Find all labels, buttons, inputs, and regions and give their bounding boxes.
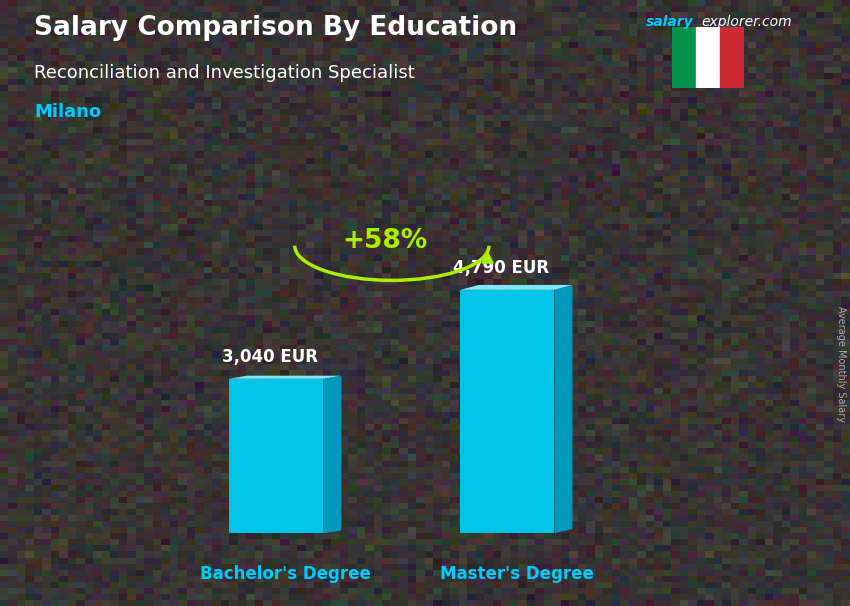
Text: 3,040 EUR: 3,040 EUR — [222, 348, 318, 366]
Text: Bachelor's Degree: Bachelor's Degree — [200, 565, 371, 583]
Text: 4,790 EUR: 4,790 EUR — [453, 259, 549, 277]
Text: Average Monthly Salary: Average Monthly Salary — [836, 305, 846, 422]
Text: Salary Comparison By Education: Salary Comparison By Education — [34, 15, 517, 41]
Polygon shape — [554, 285, 573, 533]
Text: Reconciliation and Investigation Specialist: Reconciliation and Investigation Special… — [34, 64, 415, 82]
Polygon shape — [461, 290, 554, 533]
Bar — [672, 27, 695, 88]
Polygon shape — [230, 379, 323, 533]
Text: salary: salary — [646, 15, 694, 29]
Bar — [720, 27, 744, 88]
Text: Master's Degree: Master's Degree — [439, 565, 593, 583]
Text: Milano: Milano — [34, 103, 101, 121]
Polygon shape — [230, 376, 341, 379]
Polygon shape — [461, 285, 573, 290]
Bar — [695, 27, 720, 88]
Polygon shape — [323, 376, 341, 533]
Text: +58%: +58% — [342, 227, 428, 253]
Text: explorer.com: explorer.com — [701, 15, 792, 29]
